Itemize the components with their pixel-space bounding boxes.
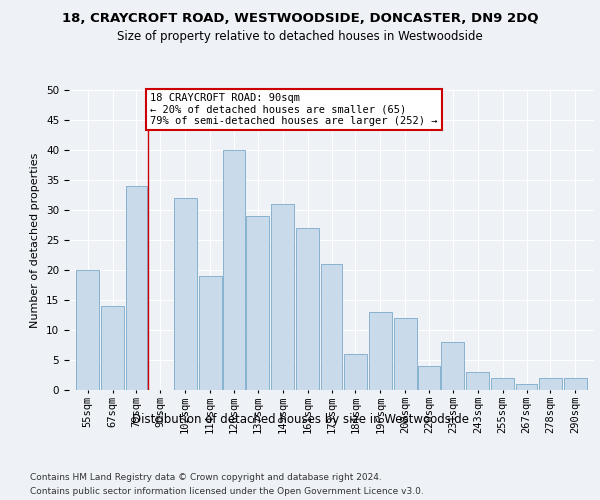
Text: 18 CRAYCROFT ROAD: 90sqm
← 20% of detached houses are smaller (65)
79% of semi-d: 18 CRAYCROFT ROAD: 90sqm ← 20% of detach…	[150, 93, 437, 126]
Bar	[126, 186, 147, 390]
Bar	[199, 276, 221, 390]
Text: Distribution of detached houses by size in Westwoodside: Distribution of detached houses by size …	[131, 412, 469, 426]
Bar	[466, 372, 490, 390]
Bar	[271, 204, 295, 390]
Bar	[418, 366, 440, 390]
Bar	[539, 378, 562, 390]
Bar	[344, 354, 367, 390]
Bar	[368, 312, 392, 390]
Bar	[321, 264, 342, 390]
Y-axis label: Number of detached properties: Number of detached properties	[31, 152, 40, 328]
Text: Size of property relative to detached houses in Westwoodside: Size of property relative to detached ho…	[117, 30, 483, 43]
Text: Contains public sector information licensed under the Open Government Licence v3: Contains public sector information licen…	[30, 488, 424, 496]
Bar	[223, 150, 245, 390]
Bar	[564, 378, 587, 390]
Bar	[296, 228, 319, 390]
Bar	[76, 270, 99, 390]
Text: Contains HM Land Registry data © Crown copyright and database right 2024.: Contains HM Land Registry data © Crown c…	[30, 472, 382, 482]
Bar	[442, 342, 464, 390]
Bar	[491, 378, 514, 390]
Bar	[101, 306, 124, 390]
Bar	[173, 198, 197, 390]
Bar	[516, 384, 537, 390]
Bar	[394, 318, 417, 390]
Text: 18, CRAYCROFT ROAD, WESTWOODSIDE, DONCASTER, DN9 2DQ: 18, CRAYCROFT ROAD, WESTWOODSIDE, DONCAS…	[62, 12, 538, 26]
Bar	[246, 216, 269, 390]
